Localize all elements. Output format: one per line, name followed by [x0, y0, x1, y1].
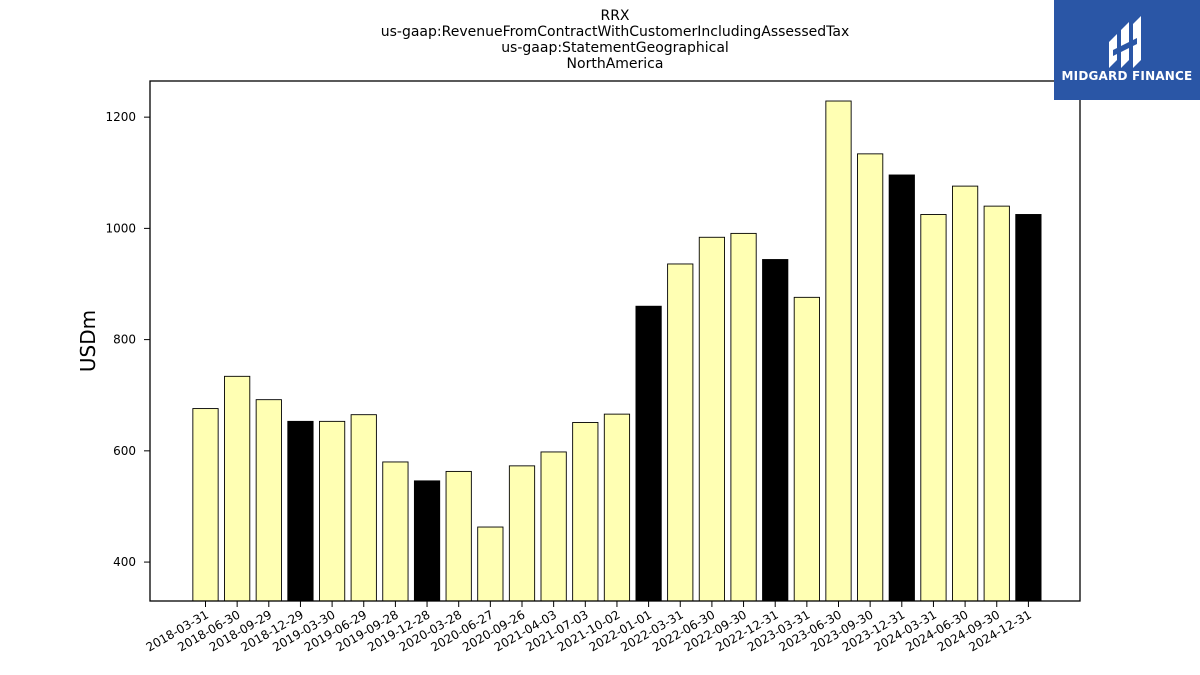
midgard-finance-logo: MIDGARD FINANCE — [1054, 0, 1200, 100]
bar-2020-06-27 — [477, 526, 504, 602]
bar-2018-09-29 — [255, 399, 282, 602]
bar-2022-12-31 — [762, 259, 789, 602]
bar-2019-12-28 — [413, 480, 441, 602]
bar-2024-09-30 — [983, 205, 1010, 602]
y-tick-label: 1000 — [105, 221, 136, 235]
logo-text: MIDGARD FINANCE — [1061, 69, 1193, 83]
y-tick-label: 400 — [113, 555, 136, 569]
bar-2020-03-28 — [445, 470, 472, 602]
bar-2023-12-31 — [888, 174, 915, 602]
x-axis: 2018-03-312018-06-302018-09-292018-12-29… — [144, 601, 1034, 654]
bar-2021-07-03 — [572, 422, 599, 602]
bar-2023-06-30 — [825, 100, 852, 602]
bar-2021-04-03 — [540, 451, 567, 602]
bar-2019-06-29 — [350, 414, 377, 602]
bar-2020-09-26 — [508, 465, 536, 602]
midgard-logo-icon — [1109, 16, 1141, 68]
bar-2022-06-30 — [698, 236, 725, 602]
y-tick-label: 1200 — [105, 110, 136, 124]
bars-group — [192, 100, 1042, 602]
bar-2023-09-30 — [857, 153, 884, 602]
y-tick-label: 600 — [113, 444, 136, 458]
bar-2022-01-01 — [635, 305, 662, 602]
bar-2019-03-30 — [319, 420, 346, 602]
bar-2024-03-31 — [920, 214, 947, 602]
bar-2019-09-28 — [382, 461, 409, 602]
chart-title-line-4: NorthAmerica — [566, 56, 664, 72]
y-axis-label: USDm — [76, 310, 100, 372]
bar-2021-10-02 — [603, 413, 631, 602]
bar-2022-03-31 — [667, 263, 694, 602]
chart-title-line-1: RRX — [600, 8, 630, 24]
bar-2024-06-30 — [952, 185, 979, 602]
bar-2018-03-31 — [192, 408, 219, 602]
bar-2018-12-29 — [287, 420, 314, 602]
plot-frame — [149, 80, 1081, 602]
y-axis: 400 600 800 1000 1200 — [105, 110, 150, 569]
bar-2022-09-30 — [730, 232, 757, 602]
y-tick-label: 800 — [113, 333, 136, 347]
chart-title-line-3: us-gaap:StatementGeographical — [501, 40, 729, 56]
bar-2023-03-31 — [793, 296, 820, 602]
chart-title-line-2: us-gaap:RevenueFromContractWithCustomerI… — [380, 24, 850, 40]
bar-2024-12-31 — [1015, 214, 1042, 602]
bar-2018-06-30 — [224, 375, 251, 602]
